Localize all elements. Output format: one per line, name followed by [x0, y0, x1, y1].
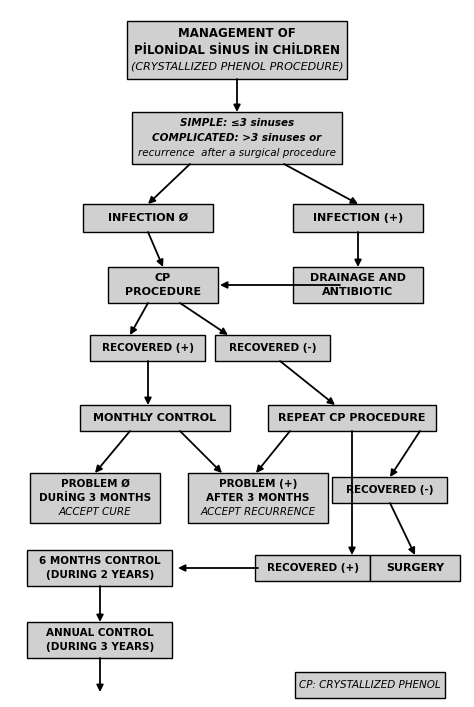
- Text: (DURING 3 YEARS): (DURING 3 YEARS): [46, 642, 154, 652]
- Text: PROBLEM Ø: PROBLEM Ø: [61, 479, 129, 489]
- Text: ACCEPT CURE: ACCEPT CURE: [59, 508, 131, 518]
- FancyBboxPatch shape: [216, 335, 330, 361]
- Text: INFECTION (+): INFECTION (+): [313, 213, 403, 223]
- FancyBboxPatch shape: [108, 267, 218, 303]
- FancyBboxPatch shape: [293, 267, 423, 303]
- Text: MANAGEMENT OF: MANAGEMENT OF: [178, 27, 296, 40]
- Text: COMPLICATED: >3 sinuses or: COMPLICATED: >3 sinuses or: [152, 133, 322, 143]
- Text: RECOVERED (-): RECOVERED (-): [346, 485, 434, 495]
- Text: RECOVERED (+): RECOVERED (+): [102, 343, 194, 353]
- Text: MONTHLY CONTROL: MONTHLY CONTROL: [93, 413, 217, 423]
- Text: RECOVERED (-): RECOVERED (-): [229, 343, 317, 353]
- FancyBboxPatch shape: [255, 555, 371, 581]
- Text: ANNUAL CONTROL: ANNUAL CONTROL: [46, 628, 154, 638]
- FancyBboxPatch shape: [295, 672, 445, 698]
- FancyBboxPatch shape: [27, 622, 173, 658]
- FancyBboxPatch shape: [80, 405, 230, 431]
- FancyBboxPatch shape: [30, 473, 160, 523]
- Text: (DURING 2 YEARS): (DURING 2 YEARS): [46, 571, 154, 580]
- Text: RECOVERED (+): RECOVERED (+): [267, 563, 359, 573]
- Text: 6 MONTHS CONTROL: 6 MONTHS CONTROL: [39, 556, 161, 566]
- Text: CP: CP: [155, 273, 171, 283]
- Text: recurrence  after a surgical procedure: recurrence after a surgical procedure: [138, 148, 336, 158]
- FancyBboxPatch shape: [127, 21, 347, 79]
- FancyBboxPatch shape: [332, 477, 447, 503]
- FancyBboxPatch shape: [188, 473, 328, 523]
- Text: PİLONİDAL SİNUS İN CHİLDREN: PİLONİDAL SİNUS İN CHİLDREN: [134, 44, 340, 57]
- FancyBboxPatch shape: [268, 405, 436, 431]
- Text: PROCEDURE: PROCEDURE: [125, 287, 201, 297]
- FancyBboxPatch shape: [370, 555, 460, 581]
- FancyBboxPatch shape: [83, 204, 213, 232]
- Text: SURGERY: SURGERY: [386, 563, 444, 573]
- FancyBboxPatch shape: [293, 204, 423, 232]
- FancyBboxPatch shape: [27, 550, 173, 586]
- Text: PROBLEM (+): PROBLEM (+): [219, 479, 297, 489]
- Text: ANTIBIOTIC: ANTIBIOTIC: [322, 287, 393, 297]
- Text: SIMPLE: ≤3 sinuses: SIMPLE: ≤3 sinuses: [180, 118, 294, 128]
- Text: REPEAT CP PROCEDURE: REPEAT CP PROCEDURE: [278, 413, 426, 423]
- Text: ACCEPT RECURRENCE: ACCEPT RECURRENCE: [201, 508, 316, 518]
- Text: AFTER 3 MONTHS: AFTER 3 MONTHS: [206, 493, 310, 503]
- FancyBboxPatch shape: [91, 335, 206, 361]
- Text: (CRYSTALLIZED PHENOL PROCEDURE): (CRYSTALLIZED PHENOL PROCEDURE): [131, 62, 343, 71]
- Text: DURİNG 3 MONTHS: DURİNG 3 MONTHS: [39, 493, 151, 503]
- Text: CP: CRYSTALLIZED PHENOL: CP: CRYSTALLIZED PHENOL: [299, 680, 441, 690]
- Text: INFECTION Ø: INFECTION Ø: [108, 213, 188, 223]
- FancyBboxPatch shape: [132, 112, 342, 164]
- Text: DRAINAGE AND: DRAINAGE AND: [310, 273, 406, 283]
